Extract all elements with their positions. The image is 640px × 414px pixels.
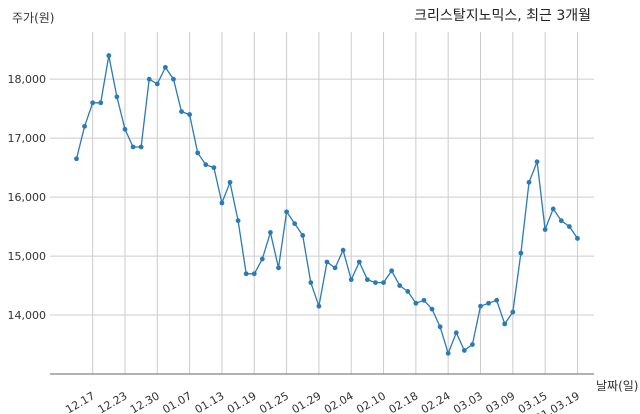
x-tick-label: 01.13 xyxy=(193,389,227,414)
y-tick-label: 16,000 xyxy=(8,191,47,204)
price-point xyxy=(413,300,419,306)
price-point xyxy=(114,94,120,100)
price-point xyxy=(251,271,257,277)
y-tick-label: 17,000 xyxy=(8,132,47,145)
price-point xyxy=(470,342,475,347)
price-point xyxy=(171,76,176,82)
price-point xyxy=(429,306,435,312)
price-point xyxy=(300,233,306,238)
price-point xyxy=(373,280,378,286)
price-point xyxy=(227,179,233,185)
price-point xyxy=(558,218,564,224)
price-point xyxy=(324,259,330,265)
price-line xyxy=(75,55,579,356)
price-point xyxy=(502,321,508,327)
price-point xyxy=(340,247,346,253)
price-point xyxy=(381,280,386,286)
price-point xyxy=(405,289,411,294)
price-point xyxy=(518,250,524,256)
price-point xyxy=(486,300,491,306)
price-point xyxy=(179,109,184,115)
price-point xyxy=(356,259,362,265)
price-point xyxy=(389,268,395,274)
price-point xyxy=(364,277,370,283)
price-point xyxy=(478,303,483,309)
price-point xyxy=(98,100,104,106)
price-point xyxy=(74,156,79,162)
price-point xyxy=(510,309,516,315)
price-point xyxy=(550,206,556,212)
price-point xyxy=(211,165,217,171)
price-point xyxy=(259,256,265,262)
x-tick-label: 12.17 xyxy=(63,389,97,414)
price-point xyxy=(437,324,443,330)
x-tick-label: 12.23 xyxy=(96,389,130,414)
price-point xyxy=(276,265,281,271)
x-tick-label: 12.30 xyxy=(128,389,162,414)
price-point xyxy=(292,221,298,227)
price-point xyxy=(187,112,193,117)
price-point xyxy=(397,283,403,288)
price-point xyxy=(542,227,548,232)
price-point xyxy=(90,100,96,106)
label-layer: 주가(원) 크리스탈지노믹스, 최근 3개월 날짜(일) 14,000 15,00… xyxy=(8,8,639,414)
chart-title: 크리스탈지노믹스, 최근 3개월 xyxy=(414,8,591,24)
price-point xyxy=(130,144,136,150)
price-point xyxy=(146,76,152,82)
price-point xyxy=(138,144,144,150)
price-point xyxy=(461,348,467,353)
x-tick-label: 03.03 xyxy=(451,389,485,414)
price-point xyxy=(268,230,273,235)
x-axis-label: 날짜(일) xyxy=(596,379,638,393)
price-point xyxy=(526,179,532,185)
y-tick-label: 18,000 xyxy=(8,73,47,86)
price-point xyxy=(203,162,209,168)
x-tick-label: 01.25 xyxy=(257,389,291,414)
price-point xyxy=(162,64,168,70)
price-point xyxy=(445,350,451,356)
x-tick-label: 02.10 xyxy=(354,389,388,414)
x-tick-label: 02.04 xyxy=(322,389,356,414)
price-point xyxy=(235,218,241,224)
price-point xyxy=(575,235,580,241)
price-point xyxy=(566,224,572,229)
y-axis-label: 주가(원) xyxy=(12,11,54,25)
y-tick-label: 15,000 xyxy=(8,250,47,263)
price-point xyxy=(195,150,201,156)
price-point xyxy=(308,280,314,286)
price-point xyxy=(243,271,249,277)
price-point xyxy=(122,126,128,132)
price-point xyxy=(82,123,87,129)
price-point xyxy=(106,53,112,58)
series-layer xyxy=(74,53,580,356)
price-point xyxy=(316,303,322,309)
price-point xyxy=(348,277,354,283)
price-point xyxy=(154,81,160,87)
x-tick-label: 02.24 xyxy=(419,389,453,414)
price-point xyxy=(421,297,427,303)
y-tick-label: 14,000 xyxy=(8,309,47,322)
price-point xyxy=(453,330,459,336)
price-point xyxy=(284,209,289,215)
x-tick-label: 02.18 xyxy=(387,389,421,414)
x-tick-label: 01.07 xyxy=(160,389,194,414)
price-point xyxy=(332,265,338,271)
price-point xyxy=(534,159,540,165)
grid-layer xyxy=(50,32,594,374)
x-tick-label: 01.19 xyxy=(225,389,259,414)
x-tick-label: 03.09 xyxy=(484,389,518,414)
x-tick-label: 01.29 xyxy=(290,389,324,414)
price-point xyxy=(494,297,500,303)
price-point xyxy=(219,200,225,206)
